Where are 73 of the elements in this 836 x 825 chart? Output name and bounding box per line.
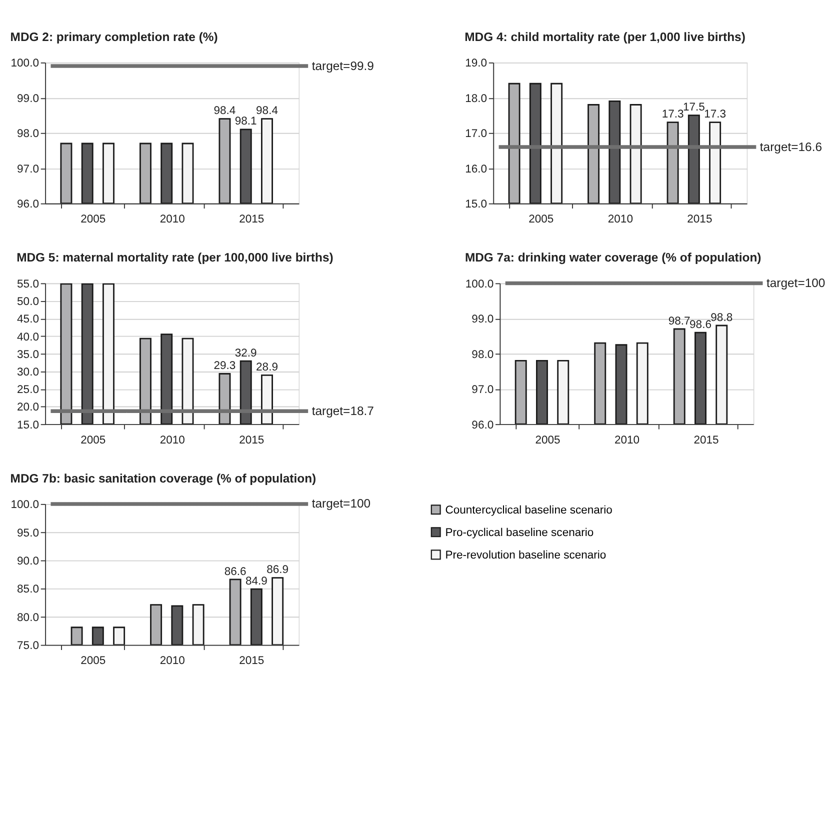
legend-label: Countercyclical baseline scenario: [445, 504, 612, 516]
data-label: 86.9: [266, 564, 289, 576]
y-tick-label: 45.0: [17, 314, 39, 326]
x-tick-label: 2010: [160, 214, 185, 226]
y-tick-label: 25.0: [17, 384, 39, 396]
x-tick-label: 2010: [160, 434, 185, 446]
ref-line-label: target=100: [312, 496, 371, 511]
y-tick-label: 96.0: [17, 198, 39, 211]
x-tick-label: 2005: [535, 434, 560, 446]
y-tick-label: 97.0: [472, 384, 494, 396]
y-tick-label: 100.0: [10, 58, 39, 70]
ref-line-label: target=16.6: [760, 140, 822, 154]
ref-line-label: target=18.7: [312, 404, 374, 418]
x-tick-label: 2015: [239, 434, 264, 446]
data-label: 98.8: [710, 312, 733, 324]
x-tick-label: 2005: [80, 434, 106, 446]
data-label: 17.3: [704, 108, 726, 121]
y-tick-label: 18.0: [465, 92, 488, 105]
x-tick-label: 2005: [80, 214, 106, 226]
x-tick-label: 2010: [614, 434, 640, 446]
legend-label: Pre-revolution baseline scenario: [445, 549, 606, 562]
data-label: 86.6: [224, 566, 246, 578]
y-tick-label: 80.0: [17, 612, 39, 624]
ref-line-label: target=99.9: [312, 58, 374, 73]
y-tick-label: 30.0: [17, 366, 39, 379]
chart-title: MDG 5: maternal mortality rate (per 100,000 live births): [16, 250, 334, 265]
y-tick-label: 55.0: [17, 278, 39, 290]
y-tick-label: 99.0: [17, 92, 39, 105]
x-tick-label: 2015: [694, 434, 719, 446]
data-label: 98.1: [234, 116, 257, 128]
y-tick-label: 50.0: [17, 296, 39, 308]
data-label: 28.9: [256, 361, 278, 374]
y-tick-label: 19.0: [465, 58, 488, 70]
y-tick-label: 100.0: [465, 278, 494, 290]
y-tick-label: 40.0: [17, 331, 39, 344]
x-tick-label: 2005: [80, 655, 106, 668]
x-tick-label: 2015: [239, 655, 264, 668]
x-tick-label: 2010: [608, 214, 633, 226]
x-tick-label: 2015: [687, 214, 712, 226]
y-tick-label: 75.0: [17, 640, 39, 652]
y-tick-label: 15.0: [465, 198, 488, 211]
y-tick-label: 20.0: [17, 402, 39, 414]
chart-title: MDG 7a: drinking water coverage (% of population): [464, 250, 762, 265]
y-tick-label: 85.0: [17, 584, 39, 596]
data-label: 98.7: [668, 315, 690, 328]
y-tick-label: 17.0: [465, 128, 488, 140]
y-tick-label: 96.0: [472, 419, 494, 432]
data-label: 17.3: [662, 108, 684, 121]
chart-title: MDG 7b: basic sanitation coverage (% of population): [10, 471, 316, 486]
data-label: 84.9: [245, 575, 268, 588]
y-tick-label: 16.0: [465, 163, 488, 176]
legend-label: Pro-cyclical baseline scenario: [445, 526, 594, 539]
data-label: 98.4: [214, 105, 236, 118]
data-label: 98.6: [690, 318, 712, 331]
data-label: 29.3: [214, 360, 236, 372]
y-tick-label: 97.0: [17, 163, 39, 176]
y-tick-label: 35.0: [17, 348, 39, 361]
x-tick-label: 2005: [528, 214, 554, 226]
y-tick-label: 90.0: [17, 556, 39, 568]
data-label: 17.5: [682, 102, 705, 114]
chart-title: MDG 4: child mortality rate (per 1,000 live births): [464, 30, 746, 44]
x-tick-label: 2015: [239, 214, 264, 226]
data-label: 98.4: [256, 105, 278, 118]
y-tick-label: 100.0: [10, 499, 39, 512]
y-tick-label: 95.0: [17, 527, 39, 540]
y-tick-label: 99.0: [472, 314, 494, 326]
x-tick-label: 2010: [160, 655, 185, 668]
y-tick-label: 98.0: [17, 128, 39, 140]
chart-title: MDG 2: primary completion rate (%): [10, 30, 218, 44]
data-label: 32.9: [234, 347, 257, 360]
ref-line-label: target=100: [766, 276, 826, 290]
y-tick-label: 15.0: [17, 419, 39, 432]
y-tick-label: 98.0: [472, 348, 494, 361]
